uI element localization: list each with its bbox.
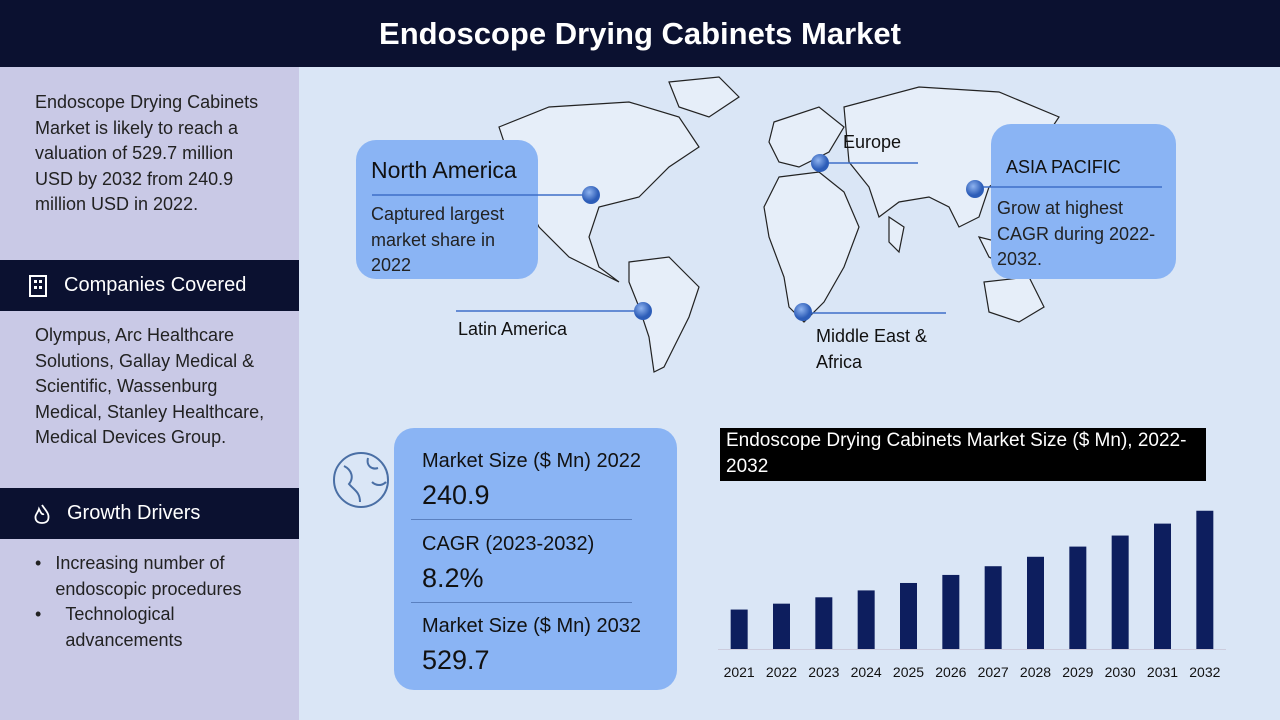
bar — [900, 582, 917, 649]
driver-item: • Increasing number of endoscopic procedu… — [35, 551, 285, 602]
bar — [857, 590, 875, 649]
region-name: ASIA PACIFIC — [1006, 157, 1121, 177]
x-tick-label: 2027 — [978, 664, 1009, 680]
building-icon — [29, 275, 47, 297]
bar — [1196, 510, 1214, 649]
region-box: Grow at highest CAGR during 2022-2032. — [991, 124, 1176, 279]
bullet: • — [35, 553, 42, 573]
bar — [1154, 523, 1171, 649]
stat-label: CAGR (2023-2032) — [422, 533, 595, 555]
region-name: North America — [371, 157, 517, 183]
map-markers — [372, 154, 1162, 321]
region-note: Captured largest market share in 2022 — [371, 204, 505, 275]
x-tick-label: 2032 — [1189, 664, 1220, 680]
bar-chart: 2021 2022 2023 2024 2025 2026 2027 2028 2029 2030… — [718, 510, 1226, 680]
bar — [984, 566, 1002, 649]
x-tick-label: 2028 — [1020, 664, 1051, 680]
x-tick-label: 2029 — [1062, 664, 1093, 680]
section-title: Growth Drivers — [67, 502, 201, 524]
bar — [730, 609, 748, 649]
stat-value: 8.2% — [422, 563, 484, 593]
bar — [1069, 546, 1087, 649]
bullet: • — [35, 604, 42, 624]
bar — [1111, 535, 1129, 649]
intro-text: Endoscope Drying Cabinets Market is like… — [35, 92, 259, 214]
divider — [411, 519, 632, 520]
stats-box: Market Size ($ Mn) 2022 240.9 CAGR (2023… — [394, 428, 677, 690]
flame-icon — [34, 504, 50, 524]
x-tick-label: 2022 — [766, 664, 797, 680]
x-tick-label: 2031 — [1147, 664, 1178, 680]
region-name: Middle East & Africa — [816, 326, 928, 372]
x-tick-label: 2023 — [808, 664, 839, 680]
bar — [1027, 556, 1044, 649]
driver-text: Increasing number of endoscopic procedur… — [55, 553, 242, 599]
sidebar — [0, 67, 299, 720]
x-tick-label: 2021 — [724, 664, 755, 680]
bar — [815, 597, 833, 649]
driver-item: • Technological advancements — [35, 602, 285, 653]
x-tick-label: 2024 — [851, 664, 882, 680]
drivers-list: • Increasing number of endoscopic procedu… — [35, 551, 285, 653]
stat-label: Market Size ($ Mn) 2032 — [422, 615, 641, 637]
region-note: Grow at highest CAGR during 2022-2032. — [997, 198, 1156, 269]
page-title: Endoscope Drying Cabinets Market — [0, 0, 1280, 67]
x-tick-label: 2025 — [893, 664, 924, 680]
chart-title: Endoscope Drying Cabinets Market Size ($… — [720, 428, 1206, 481]
section-header: Companies Covered — [0, 260, 299, 311]
region-name: Europe — [843, 132, 902, 152]
x-tick-label: 2030 — [1105, 664, 1136, 680]
region-dots — [582, 154, 984, 321]
divider — [411, 602, 632, 603]
stat-label: Market Size ($ Mn) 2022 — [422, 450, 641, 472]
companies-text: Olympus, Arc Healthcare Solutions, Galla… — [35, 325, 265, 447]
region-box: North America Captured largest market sh… — [356, 140, 538, 279]
driver-text: Technological advancements — [65, 604, 183, 650]
connector-lines — [372, 162, 1162, 314]
bar — [942, 574, 960, 649]
section-header: Growth Drivers — [0, 488, 299, 539]
stat-value: 240.9 — [422, 480, 490, 510]
globe-icon — [333, 452, 389, 508]
region-name: Latin America — [458, 319, 568, 339]
bar — [773, 603, 790, 649]
stat-value: 529.7 — [422, 645, 490, 675]
x-tick-label: 2026 — [935, 664, 966, 680]
section-title: Companies Covered — [64, 274, 247, 296]
